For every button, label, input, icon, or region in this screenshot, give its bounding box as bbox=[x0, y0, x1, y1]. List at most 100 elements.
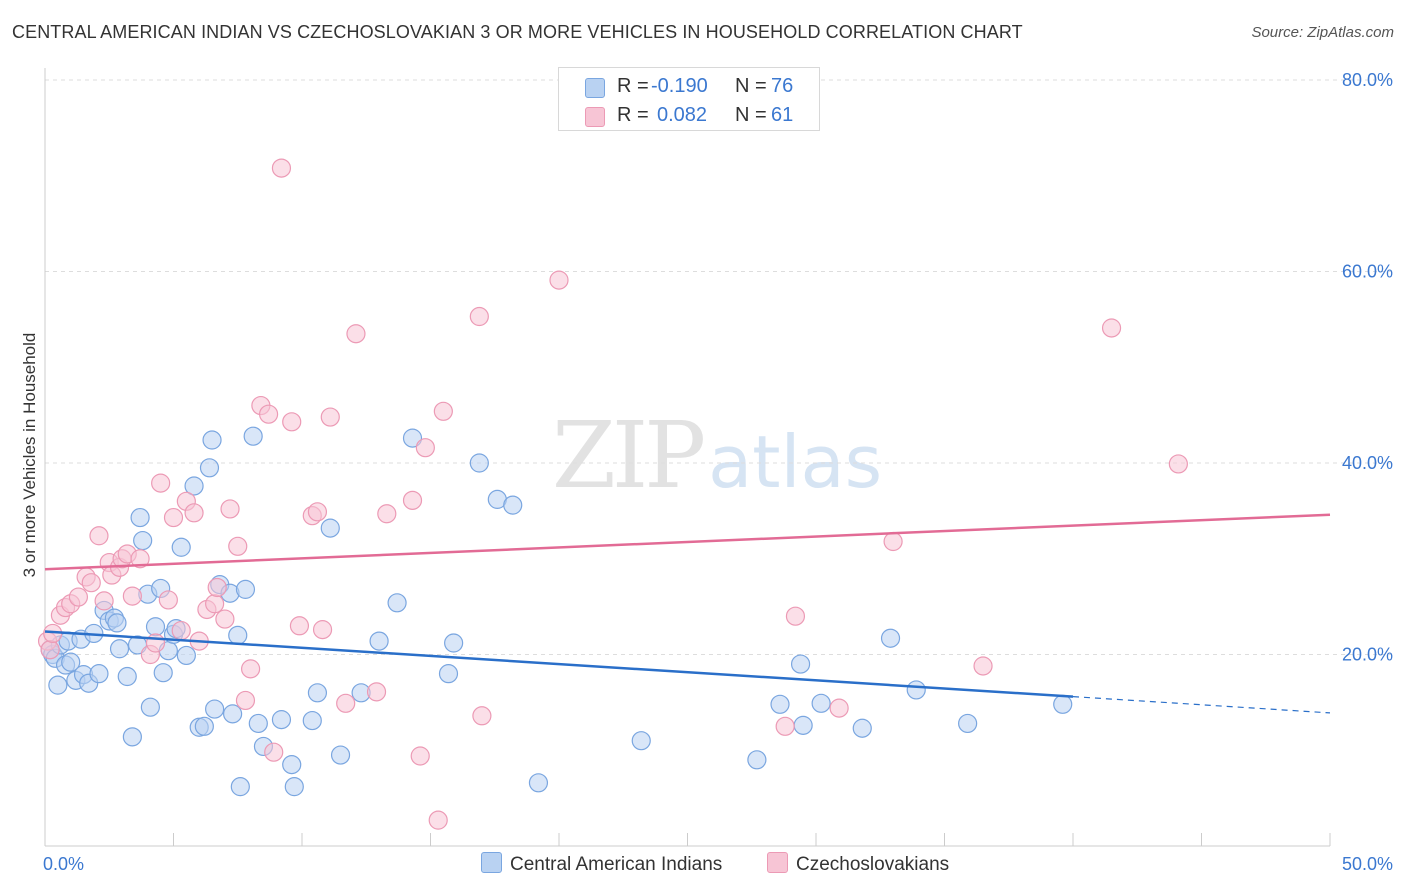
blue-point-34 bbox=[184, 476, 204, 496]
pink-point-62 bbox=[1101, 318, 1122, 338]
pink-point-33 bbox=[235, 690, 256, 711]
blue-point-42 bbox=[223, 704, 243, 724]
pink-point-52 bbox=[428, 810, 448, 830]
blue-point-25 bbox=[140, 697, 160, 717]
pink-point-44 bbox=[320, 407, 340, 427]
pink-point-43 bbox=[312, 620, 333, 640]
pink-point-59 bbox=[829, 698, 849, 718]
pink-point-30 bbox=[215, 609, 235, 629]
blue-point-18 bbox=[109, 639, 130, 659]
legend-r-label: R = bbox=[617, 104, 649, 126]
blue-point-36 bbox=[194, 716, 214, 736]
pink-point-17 bbox=[130, 549, 150, 569]
correlation-legend: R = -0.190 N = 76 R = 0.082 N = 61 bbox=[558, 67, 820, 131]
legend-swatch-pink bbox=[585, 107, 605, 127]
trend-line-czechoslovakians bbox=[44, 513, 1331, 571]
blue-point-51 bbox=[284, 777, 304, 797]
tick-labels: 20.0% 40.0% 60.0% 80.0% 0.0% 50.0% bbox=[43, 70, 1393, 874]
blue-point-20 bbox=[122, 727, 142, 747]
y-tick-label-80: 80.0% bbox=[1342, 70, 1393, 90]
blue-point-71 bbox=[811, 693, 831, 713]
legend-r-value: -0.190 bbox=[651, 75, 708, 97]
blue-point-39 bbox=[205, 699, 225, 719]
legend-r-label: R = bbox=[617, 75, 649, 97]
pink-point-49 bbox=[402, 490, 423, 510]
pink-point-10 bbox=[94, 591, 114, 611]
blue-point-70 bbox=[793, 715, 813, 735]
pink-point-36 bbox=[258, 404, 279, 424]
trend-lines bbox=[44, 513, 1331, 714]
pink-point-40 bbox=[289, 616, 310, 636]
blue-point-28 bbox=[153, 663, 173, 683]
pink-point-63 bbox=[1168, 454, 1188, 474]
pink-point-16 bbox=[122, 586, 142, 606]
bottom-legend-swatch-blue bbox=[481, 852, 502, 873]
watermark: ZIPatlas bbox=[552, 402, 882, 509]
series-central-american-indians-points bbox=[40, 426, 1073, 797]
bottom-legend-item-czechoslovakians: Czechoslovakians bbox=[767, 852, 949, 876]
chart-title: CENTRAL AMERICAN INDIAN VS CZECHOSLOVAKI… bbox=[12, 22, 1023, 42]
pink-point-6 bbox=[68, 587, 89, 607]
pink-point-32 bbox=[228, 536, 248, 556]
legend-swatch-blue bbox=[585, 78, 605, 98]
pink-point-47 bbox=[366, 682, 387, 702]
grid-lines bbox=[45, 79, 1392, 655]
pink-point-8 bbox=[81, 573, 101, 593]
bottom-legend-label: Central American Indians bbox=[510, 854, 723, 875]
blue-point-46 bbox=[243, 426, 263, 446]
blue-point-74 bbox=[906, 680, 926, 700]
blue-point-73 bbox=[880, 628, 901, 648]
pink-point-53 bbox=[433, 401, 453, 421]
bottom-legend-swatch-pink bbox=[767, 852, 788, 873]
y-axis-label: 3 or more Vehicles in Household bbox=[20, 332, 39, 578]
blue-point-47 bbox=[248, 713, 268, 734]
pink-point-57 bbox=[775, 716, 795, 736]
pink-point-45 bbox=[336, 693, 356, 713]
y-tick-label-60: 60.0% bbox=[1342, 262, 1393, 282]
legend-n-label: N = bbox=[735, 104, 767, 126]
pink-point-22 bbox=[163, 507, 184, 528]
blue-point-62 bbox=[469, 453, 489, 473]
watermark-atlas: atlas bbox=[708, 420, 883, 504]
bottom-legend-item-central-american-indians: Central American Indians bbox=[481, 852, 722, 876]
trend-line-central-american-indians-extension bbox=[1072, 696, 1331, 714]
blue-point-55 bbox=[330, 745, 351, 765]
pink-point-58 bbox=[785, 606, 806, 626]
y-tick-label-40: 40.0% bbox=[1342, 453, 1393, 473]
blue-point-69 bbox=[790, 654, 811, 674]
blue-point-52 bbox=[302, 710, 322, 731]
pink-point-55 bbox=[472, 706, 492, 726]
pink-point-19 bbox=[145, 633, 166, 653]
blue-point-72 bbox=[852, 718, 872, 738]
pink-point-60 bbox=[883, 531, 903, 552]
blue-point-65 bbox=[528, 773, 549, 793]
blue-point-54 bbox=[320, 518, 340, 538]
pink-point-31 bbox=[220, 499, 240, 519]
blue-point-75 bbox=[958, 713, 978, 734]
blue-point-37 bbox=[199, 458, 220, 478]
pink-point-48 bbox=[377, 504, 397, 524]
legend-n-value: 76 bbox=[771, 75, 794, 97]
blue-point-13 bbox=[89, 664, 109, 684]
legend-n-label: N = bbox=[735, 75, 767, 97]
blue-point-64 bbox=[503, 495, 523, 515]
series-czechoslovakians-points bbox=[37, 158, 1188, 830]
bottom-legend-label: Czechoslovakians bbox=[796, 854, 950, 875]
blue-point-44 bbox=[230, 777, 250, 797]
x-tick-label-50: 50.0% bbox=[1342, 854, 1393, 874]
blue-point-19 bbox=[117, 666, 137, 687]
blue-point-3 bbox=[48, 675, 68, 695]
legend-r-value: 0.082 bbox=[657, 104, 708, 126]
blue-point-67 bbox=[747, 750, 767, 770]
blue-point-60 bbox=[438, 664, 459, 684]
blue-point-59 bbox=[402, 428, 423, 448]
pink-point-39 bbox=[282, 412, 302, 432]
pink-point-50 bbox=[410, 746, 430, 766]
blue-point-17 bbox=[107, 613, 127, 633]
blue-point-26 bbox=[145, 617, 166, 637]
pink-point-51 bbox=[415, 438, 435, 458]
blue-point-23 bbox=[133, 530, 153, 551]
blue-point-43 bbox=[228, 625, 248, 645]
pink-point-23 bbox=[171, 620, 191, 641]
legend-n-value: 61 bbox=[771, 104, 794, 126]
